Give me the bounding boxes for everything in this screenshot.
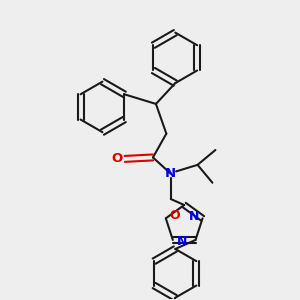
Text: O: O (112, 152, 123, 165)
Text: N: N (165, 167, 176, 180)
Text: N: N (177, 235, 187, 248)
Text: O: O (169, 209, 180, 222)
Text: N: N (188, 210, 199, 223)
